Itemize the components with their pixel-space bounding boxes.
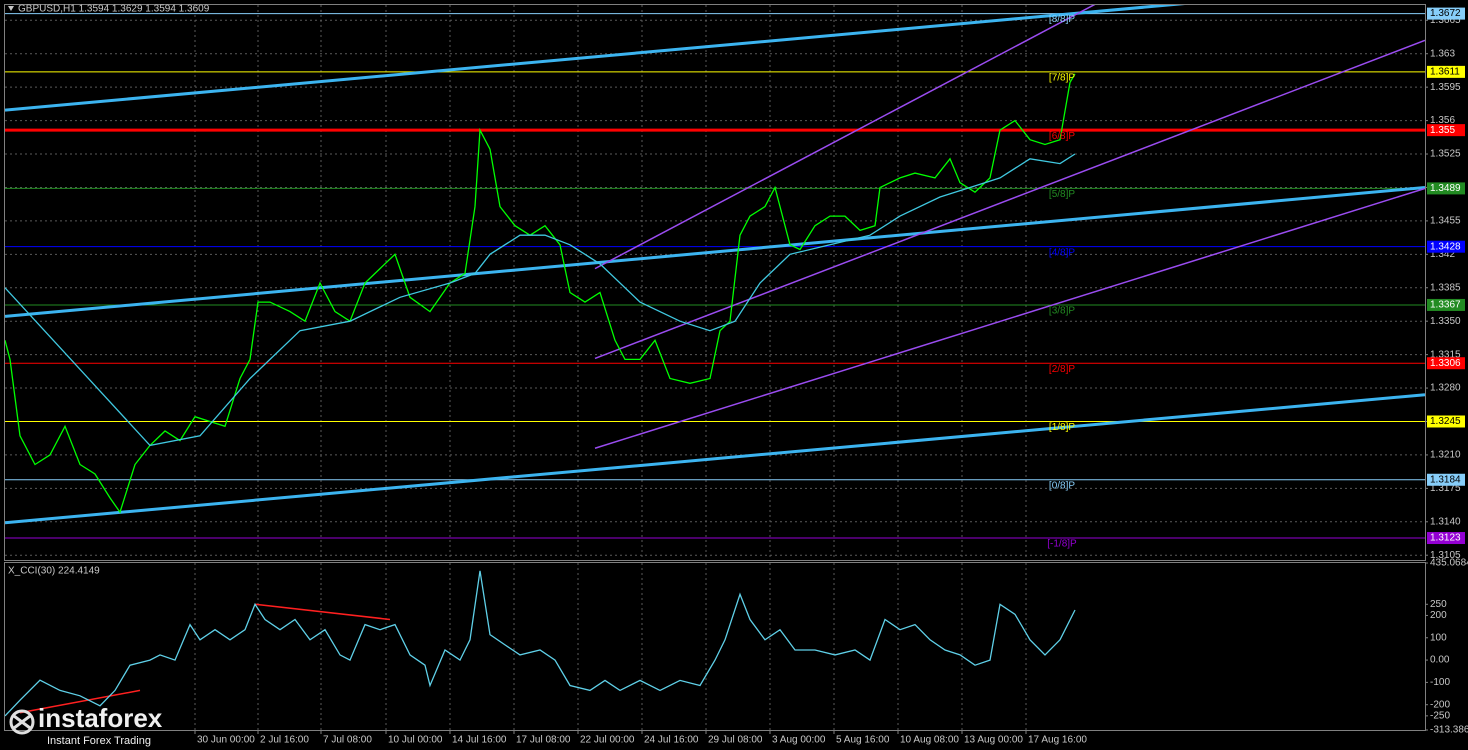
x-tick-label: 14 Jul 16:00 (452, 735, 507, 746)
level-box (1427, 357, 1465, 370)
level-value: 1.355 (1430, 125, 1455, 136)
y-tick-label: 250 (1430, 599, 1447, 610)
x-tick-label: 10 Aug 08:00 (900, 735, 959, 746)
level-label: [8/8]P (1049, 14, 1075, 25)
trend-line (254, 603, 391, 621)
x-tick-label: 17 Aug 16:00 (1028, 735, 1087, 746)
x-tick-label: 17 Jul 08:00 (516, 735, 571, 746)
level-value: 1.3245 (1430, 416, 1461, 427)
x-tick-label: 10 Jul 00:00 (388, 735, 443, 746)
level-value: 1.3123 (1430, 533, 1461, 544)
trend-line (5, 393, 1425, 525)
level-value: 1.3489 (1430, 183, 1461, 194)
level-box (1427, 7, 1465, 20)
series-line (5, 570, 1076, 717)
y-tick-label: 1.3385 (1430, 282, 1461, 293)
logo-brand: instaforex (38, 703, 163, 733)
plot-area (5, 563, 1076, 730)
y-tick-label: 200 (1430, 610, 1447, 621)
level-label: [5/8]P (1049, 189, 1075, 200)
series-line (5, 153, 1076, 447)
trend-line (594, 39, 1425, 360)
x-tick-label: 24 Jul 16:00 (644, 735, 699, 746)
y-tick-label: 1.3350 (1430, 316, 1461, 327)
cci-frame (4, 562, 1426, 731)
main-frame (4, 4, 1426, 561)
level-value: 1.3611 (1430, 67, 1460, 78)
indicator-title: X_CCI(30) 224.4149 (8, 566, 100, 577)
level-value: 1.3428 (1430, 241, 1461, 252)
level-box (1427, 182, 1465, 195)
level-box (1427, 415, 1465, 428)
x-tick-label: 13 Aug 00:00 (964, 735, 1023, 746)
y-tick-label: 0.00 (1430, 655, 1450, 666)
trend-line (19, 689, 141, 714)
y-tick-label: 1.3665 (1430, 15, 1461, 26)
logo-mark (9, 709, 35, 735)
trend-line (594, 5, 1096, 270)
y-tick-label: -200 (1430, 699, 1450, 710)
chart-title: GBPUSD,H1 1.3594 1.3629 1.3594 1.3609 (18, 4, 210, 15)
y-tick-label: 1.3140 (1430, 516, 1461, 527)
level-value: 1.3184 (1430, 474, 1461, 485)
level-label: [2/8]P (1049, 364, 1075, 375)
level-value: 1.3367 (1430, 300, 1461, 311)
y-tick-label: 1.363 (1430, 48, 1455, 59)
y-tick-label: 1.342 (1430, 249, 1455, 260)
trend-line (5, 185, 1425, 318)
level-box (1427, 473, 1465, 486)
y-tick-label: 1.3595 (1430, 82, 1461, 93)
logo-mark (13, 714, 31, 730)
level-label: [7/8]P (1049, 73, 1075, 84)
level-value: 1.3672 (1430, 8, 1461, 19)
y-tick-label: 1.3455 (1430, 216, 1461, 227)
series-line (5, 73, 1076, 514)
logo-tagline: Instant Forex Trading (47, 735, 151, 747)
level-box (1427, 532, 1465, 545)
y-tick-label: 435.0684 (1430, 558, 1468, 569)
level-label: [6/8]P (1049, 131, 1075, 142)
x-tick-label: 3 Aug 00:00 (772, 735, 826, 746)
plot-layer: 1.36651.3631.35951.3561.35251.3491.34551… (5, 5, 1468, 746)
level-box (1427, 65, 1465, 78)
trend-line (594, 187, 1425, 449)
trend-line (5, 5, 1185, 112)
x-tick-label: 29 Jul 08:00 (708, 735, 763, 746)
x-tick-label: 30 Jun 00:00 (197, 735, 255, 746)
x-tick-label: 5 Aug 16:00 (836, 735, 890, 746)
level-label: [-1/8]P (1047, 539, 1077, 550)
y-tick-label: 1.3280 (1430, 383, 1461, 394)
y-tick-label: 1.3210 (1430, 450, 1461, 461)
y-tick-label: -313.3861 (1430, 725, 1468, 736)
level-label: [1/8]P (1049, 422, 1075, 433)
x-tick-label: 2 Jul 16:00 (260, 735, 309, 746)
menu-triangle (8, 6, 14, 11)
y-tick-label: 1.3175 (1430, 483, 1461, 494)
x-tick-label: 7 Jul 08:00 (323, 735, 372, 746)
logo: instaforex Instant Forex Trading (9, 703, 163, 747)
plot-area (5, 5, 1425, 560)
level-label: [0/8]P (1049, 480, 1075, 491)
y-tick-label: 1.3315 (1430, 349, 1461, 360)
level-label: [3/8]P (1049, 306, 1075, 317)
y-tick-label: 1.3105 (1430, 550, 1461, 561)
y-tick-label: 100 (1430, 632, 1447, 643)
level-value: 1.3306 (1430, 358, 1461, 369)
y-tick-label: 1.3525 (1430, 149, 1461, 160)
level-box (1427, 124, 1465, 137)
level-box (1427, 240, 1465, 253)
level-label: [4/8]P (1049, 247, 1075, 258)
level-box (1427, 298, 1465, 311)
y-tick-label: -100 (1430, 677, 1450, 688)
y-tick-label: 1.356 (1430, 115, 1455, 126)
x-tick-label: 22 Jul 00:00 (580, 735, 635, 746)
y-tick-label: -250 (1430, 710, 1450, 721)
